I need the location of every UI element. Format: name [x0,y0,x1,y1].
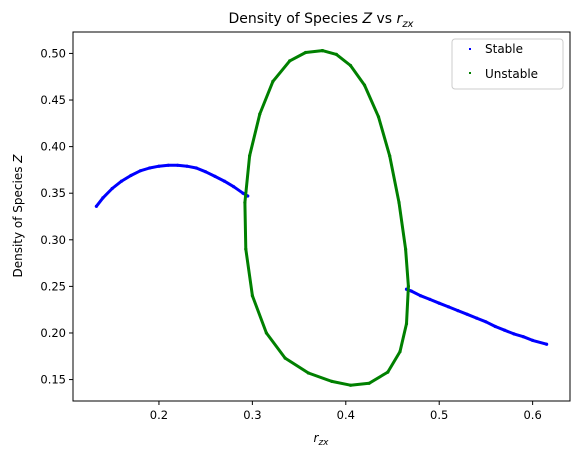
unstable-point-23 [271,79,275,83]
unstable-series [243,49,410,387]
stable-point-23 [447,305,451,309]
stable-point-31 [521,335,525,339]
stable-point-28 [493,324,497,329]
stable-point-22 [437,301,441,305]
unstable-point-8 [406,284,410,288]
unstable-point-21 [248,154,252,158]
unstable-point-15 [306,371,310,375]
stable-point-8 [166,163,170,167]
plot-area-frame [72,31,571,402]
unstable-point-9 [404,322,409,326]
unstable-point-20 [243,200,247,205]
stable-point-10 [185,164,189,168]
stable-point-4 [129,173,133,178]
stable-point-19 [409,289,413,293]
legend-marker-stable [469,48,471,50]
stable-point-2 [110,186,114,191]
unstable-point-7 [404,247,408,251]
stable-point-29 [503,328,507,332]
unstable-point-6 [397,200,401,205]
stable-point-9 [176,163,180,167]
y-tick-label-2: 0.25 [40,279,66,293]
stable-point-26 [475,316,479,320]
y-tick-label-3: 0.30 [40,233,66,247]
legend-box [451,38,564,90]
unstable-point-11 [386,370,390,374]
unstable-point-16 [283,356,287,360]
y-tick-label-7: 0.50 [40,46,66,60]
y-tick-label-1: 0.20 [40,326,66,340]
chart-title: Density of Species Z vs rzx [229,11,414,30]
stable-point-11 [194,166,198,170]
legend-marker-unstable [469,72,471,74]
stable-point-15 [232,185,236,189]
y-tick-label-5: 0.40 [40,140,66,154]
stable-point-1 [101,196,105,200]
stable-curve-1 [405,287,549,346]
x-axis-label: rzx [314,431,330,448]
stable-point-16 [241,191,245,195]
unstable-point-25 [304,50,308,55]
unstable-point-1 [334,52,338,57]
unstable-point-24 [288,59,292,63]
y-tick-label-4: 0.35 [40,186,66,200]
unstable-point-12 [367,381,371,385]
stable-point-27 [484,320,488,324]
y-tick-label-0: 0.15 [40,373,66,387]
x-tick-label-4: 0.6 [523,408,541,422]
stable-point-30 [512,332,516,336]
unstable-point-22 [258,112,262,116]
stable-point-3 [120,179,124,183]
unstable-point-4 [376,115,381,119]
x-tick-label-1: 0.3 [243,408,261,422]
x-tick-label-0: 0.2 [150,408,168,422]
unstable-point-17 [264,331,268,335]
legend-label-stable: Stable [485,42,523,56]
stable-point-5 [138,169,142,173]
stable-point-6 [148,166,152,170]
y-tick-label-6: 0.45 [40,93,66,107]
x-axis: 0.2 0.3 0.4 0.5 0.6 [150,401,542,422]
legend-label-unstable: Unstable [485,67,538,81]
stable-point-32 [531,338,535,342]
stable-point-13 [213,174,217,178]
unstable-curve-0 [243,49,410,387]
stable-point-0 [94,204,98,208]
legend: Stable Unstable [451,38,564,90]
unstable-point-2 [348,63,353,68]
unstable-point-3 [362,83,367,87]
y-axis: 0.15 0.20 0.25 0.30 0.35 0.40 0.45 0.50 [40,46,73,387]
stable-point-20 [418,294,423,298]
unstable-point-18 [250,294,254,298]
unstable-point-26 [320,49,324,53]
unstable-point-13 [348,383,353,387]
unstable-point-19 [244,247,248,251]
stable-point-24 [456,309,460,313]
unstable-point-14 [330,379,334,383]
y-axis-label: Density of Species Z [11,154,25,278]
x-tick-label-2: 0.4 [337,408,355,422]
stable-point-33 [545,342,549,346]
stable-point-25 [465,312,469,316]
unstable-point-10 [398,350,402,354]
stable-point-21 [428,297,432,301]
stable-point-12 [204,170,208,174]
stable-point-14 [222,179,226,183]
unstable-point-5 [388,154,392,158]
stable-curve-0 [94,163,250,208]
x-tick-label-3: 0.5 [430,408,448,422]
stable-series [94,163,549,346]
stable-point-7 [157,164,161,168]
